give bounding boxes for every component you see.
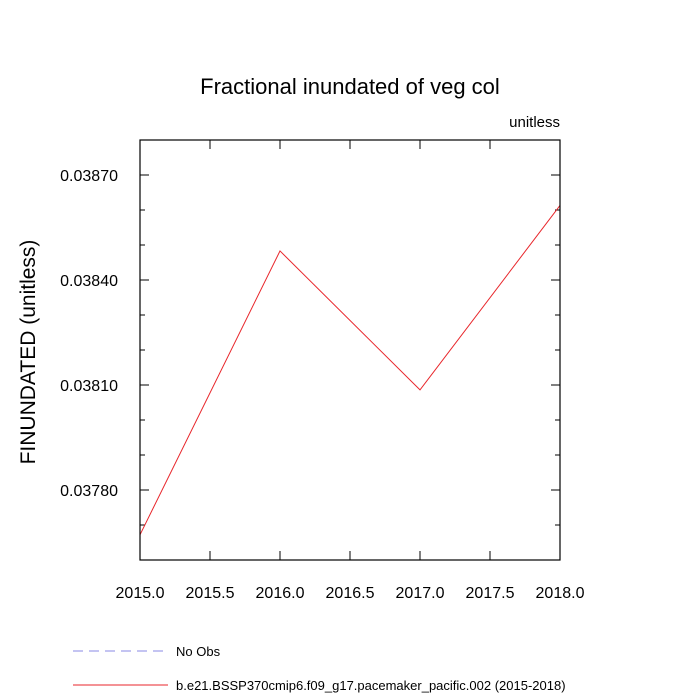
y-tick-label: 0.03870 [60,168,118,185]
x-tick-label: 2017.0 [396,585,445,602]
legend: No Obs b.e21.BSSP370cmip6.f09_g17.pacemak… [73,644,566,693]
x-tick-label: 2015.5 [186,585,235,602]
x-tick-label: 2016.5 [326,585,375,602]
series-line [139,205,561,536]
x-tick-label: 2015.0 [116,585,165,602]
chart-title: Fractional inundated of veg col [200,74,500,99]
series-lines [139,205,561,536]
legend-label: b.e21.BSSP370cmip6.f09_g17.pacemaker_pac… [176,678,566,693]
y-tick-label: 0.03780 [60,483,118,500]
x-tick-label: 2018.0 [536,585,585,602]
x-tick-label: 2016.0 [256,585,305,602]
legend-label: No Obs [176,644,221,659]
tick-labels: 2015.0 2015.5 2016.0 2016.5 2017.0 2017.5 2018… [60,168,584,602]
y-tick-label: 0.03810 [60,378,118,395]
axis-ticks [139,139,561,561]
units-label: unitless [509,114,560,131]
y-tick-label: 0.03840 [60,273,118,290]
y-axis-label: FINUNDATED (unitless) [17,240,40,465]
plot-frame [139,139,561,561]
x-tick-label: 2017.5 [466,585,515,602]
